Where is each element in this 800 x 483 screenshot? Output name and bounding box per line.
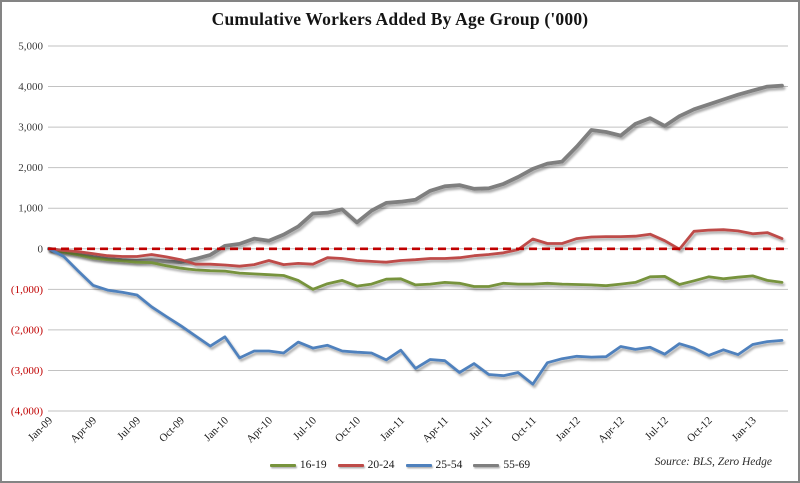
x-tick-label: Apr-11 bbox=[420, 415, 451, 446]
x-tick-label-group: Jul-09 bbox=[115, 414, 143, 442]
legend-item-55-69: 55-69 bbox=[473, 459, 530, 471]
chart-title: Cumulative Workers Added By Age Group ('… bbox=[211, 9, 589, 29]
series-line-16-19 bbox=[47, 247, 784, 291]
source-note: Source: BLS, Zero Hedge bbox=[654, 456, 772, 468]
x-tick-label-group: Apr-12 bbox=[596, 415, 627, 446]
x-tick-label: Apr-10 bbox=[244, 414, 275, 445]
series-line-20-24 bbox=[47, 228, 784, 268]
x-tick-label: Oct-10 bbox=[333, 414, 363, 444]
legend-swatch-25-54 bbox=[405, 463, 432, 467]
y-tick-label: 2,000 bbox=[18, 162, 43, 174]
x-tick-label: Jul-12 bbox=[643, 415, 671, 443]
x-tick-label-group: Jul-12 bbox=[643, 415, 671, 443]
x-tick-label-group: Jul-11 bbox=[467, 415, 495, 443]
legend-label: 20-24 bbox=[367, 459, 395, 471]
x-tick-label: Oct-12 bbox=[685, 415, 715, 445]
legend-label: 55-69 bbox=[503, 459, 531, 471]
y-axis-labels-group: 5,000 4,000 3,000 2,000 1,000 0 (1,000) (2,000)… bbox=[11, 41, 44, 418]
series-group bbox=[47, 83, 784, 386]
x-tick-label: Jul-09 bbox=[115, 414, 143, 442]
x-tick-label: Apr-12 bbox=[596, 415, 627, 446]
legend-swatch-16-19 bbox=[269, 463, 296, 467]
x-tick-label-group: Jan-13 bbox=[730, 414, 760, 444]
y-tick-label: 4,000 bbox=[18, 81, 43, 93]
x-tick-label-group: Apr-11 bbox=[420, 415, 451, 446]
x-tick-label: Oct-09 bbox=[157, 414, 187, 444]
legend-swatch-55-69 bbox=[473, 463, 500, 467]
legend-item-20-24: 20-24 bbox=[337, 459, 395, 471]
x-tick-label: Jan-12 bbox=[554, 415, 583, 444]
x-tick-label: Oct-11 bbox=[509, 415, 539, 445]
series-line-25-54 bbox=[47, 247, 784, 386]
x-tick-label: Jan-10 bbox=[202, 414, 232, 444]
x-axis-labels-group: Jan-09 Apr-09 Jul-09 Oct-09 Jan-10 Apr-10 Jul-… bbox=[26, 414, 759, 445]
x-tick-label-group: Oct-09 bbox=[157, 414, 187, 444]
x-tick-label-group: Oct-10 bbox=[333, 414, 363, 444]
x-tick-label-group: Jan-11 bbox=[378, 415, 407, 444]
y-tick-label: (1,000) bbox=[11, 284, 43, 296]
legend-swatch-20-24 bbox=[337, 463, 364, 467]
x-tick-label-group: Jan-10 bbox=[202, 414, 232, 444]
y-tick-label: (4,000) bbox=[11, 406, 43, 418]
x-tick-label-group: Jan-09 bbox=[26, 414, 56, 444]
legend-label: 16-19 bbox=[299, 459, 327, 471]
chart-legend: 16-19 20-24 25-54 55-69 bbox=[2, 459, 798, 471]
y-tick-label: 3,000 bbox=[18, 122, 43, 134]
y-tick-label: 0 bbox=[38, 243, 44, 255]
x-tick-label-group: Apr-09 bbox=[68, 414, 99, 445]
gridlines-group bbox=[48, 45, 788, 412]
x-tick-label: Jan-09 bbox=[26, 414, 56, 444]
x-tick-label-group: Jan-12 bbox=[554, 415, 583, 444]
legend-label: 25-54 bbox=[435, 459, 463, 471]
y-tick-label: 5,000 bbox=[18, 41, 43, 53]
x-tick-label: Jul-11 bbox=[467, 415, 495, 443]
x-tick-label: Jan-11 bbox=[378, 415, 407, 444]
x-tick-label-group: Oct-11 bbox=[509, 415, 539, 445]
x-tick-label-group: Apr-10 bbox=[244, 414, 275, 445]
y-tick-label: (2,000) bbox=[11, 324, 43, 336]
x-tick-label: Apr-09 bbox=[68, 414, 99, 445]
series-line-55-69 bbox=[47, 83, 784, 265]
x-tick-label-group: Oct-12 bbox=[685, 415, 715, 445]
x-tick-label: Jan-13 bbox=[730, 414, 760, 444]
legend-item-25-54: 25-54 bbox=[405, 459, 463, 471]
y-tick-label: 1,000 bbox=[18, 203, 43, 215]
y-tick-label: (3,000) bbox=[11, 365, 43, 377]
x-tick-label-group: Jul-10 bbox=[291, 414, 319, 442]
legend-item-16-19: 16-19 bbox=[269, 459, 327, 471]
x-tick-label: Jul-10 bbox=[291, 414, 319, 442]
